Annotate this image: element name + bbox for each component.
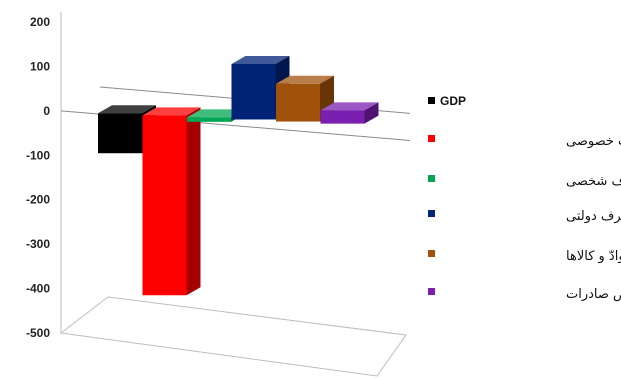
legend-label: GDP bbox=[440, 94, 466, 108]
bars bbox=[98, 55, 379, 296]
bar-front-face bbox=[320, 110, 365, 124]
bar-top-face bbox=[231, 55, 290, 64]
bar-front-face bbox=[98, 113, 142, 154]
y-tick-label: -500 bbox=[26, 326, 50, 340]
legend-label: سرمایه گذاری ثابت خصوصی bbox=[566, 133, 621, 149]
bar-top-face bbox=[187, 109, 245, 118]
bar-top-face bbox=[142, 107, 201, 116]
legend-label: مصرف شخصی bbox=[566, 174, 621, 189]
bar-side-face bbox=[186, 107, 201, 296]
y-tick-label: -200 bbox=[26, 193, 50, 207]
legend: GDP سرمایه گذاری ثابت خصوصی مصرف شخصی مصرف … bbox=[428, 94, 621, 302]
bar-front-face bbox=[231, 63, 276, 120]
legend-swatch bbox=[428, 250, 435, 257]
legend-swatch bbox=[428, 210, 435, 217]
bar-front-face bbox=[142, 115, 187, 296]
legend-swatch bbox=[428, 175, 435, 182]
legend-swatch bbox=[428, 97, 435, 104]
y-tick-label: 200 bbox=[30, 15, 50, 29]
y-tick-label: 100 bbox=[30, 59, 50, 73]
legend-swatch bbox=[428, 288, 435, 295]
y-tick-label: -400 bbox=[26, 282, 50, 296]
y-tick-label: -300 bbox=[26, 237, 50, 251]
bar-top-face bbox=[276, 75, 334, 84]
legend-swatch bbox=[428, 135, 435, 142]
bar-top-face bbox=[98, 105, 156, 114]
y-axis-ticks: 200 100 0 -100 -200 -300 -400 -500 bbox=[26, 15, 50, 340]
bar-front-face bbox=[187, 117, 231, 122]
legend-label: مصرف دولتی bbox=[566, 209, 621, 224]
bar-6 bbox=[320, 102, 379, 124]
y-tick-label: -100 bbox=[26, 148, 50, 162]
floor bbox=[59, 296, 407, 377]
y-tick-label: 0 bbox=[43, 104, 50, 118]
bar-side-face bbox=[364, 102, 379, 124]
legend-label: موجودی موادّ و کالاها bbox=[566, 249, 621, 264]
bar-front-face bbox=[276, 83, 320, 122]
bar-top-face bbox=[320, 102, 379, 111]
legend-label: خالص صادرات bbox=[566, 287, 621, 302]
bar-2 bbox=[142, 107, 201, 296]
